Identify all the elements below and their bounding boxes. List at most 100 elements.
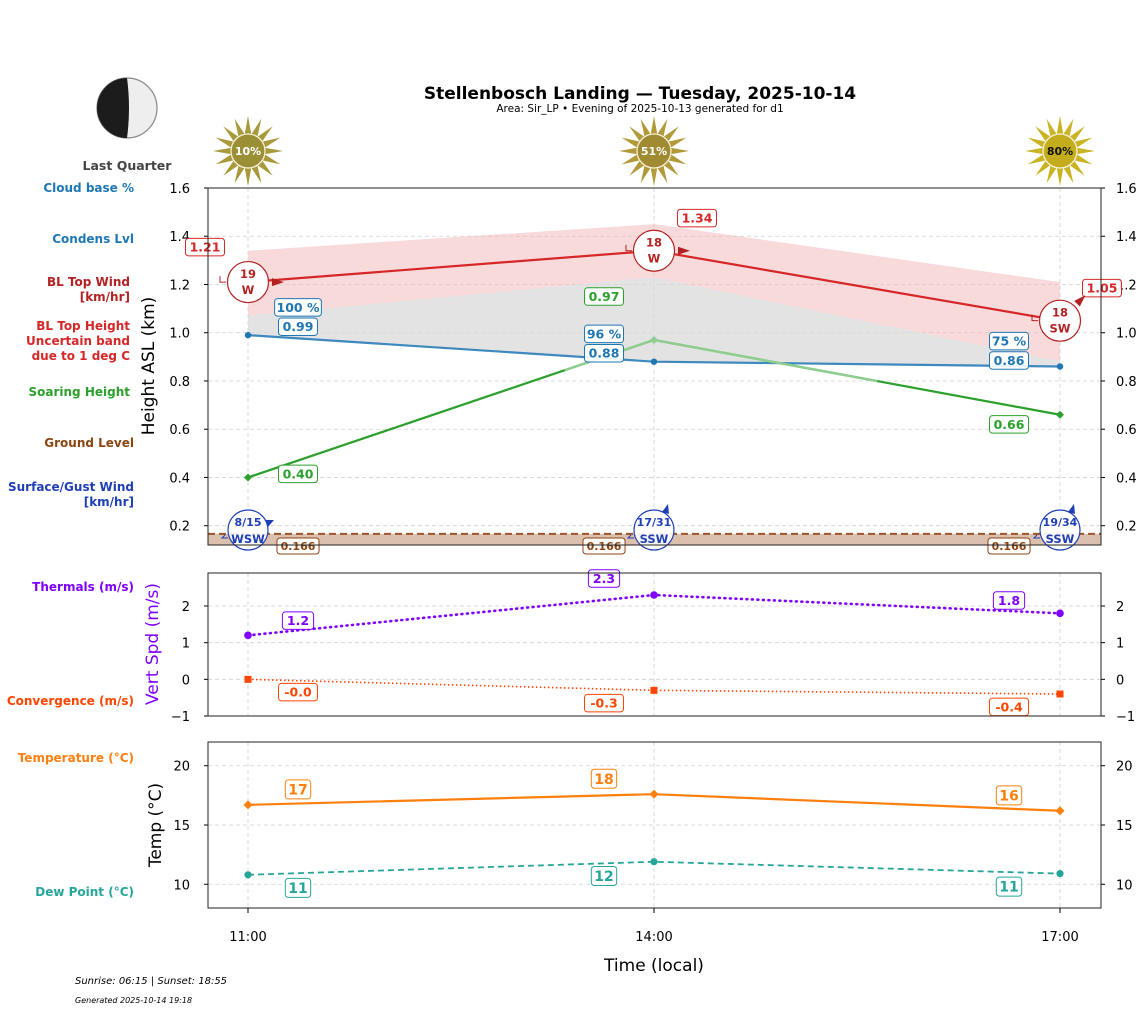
cloud-base-label: 75 % — [989, 331, 1029, 351]
surface-wind-marker: 19/34 SSW — [1032, 504, 1081, 551]
wind-circle — [1039, 509, 1081, 551]
soaring-label-box — [584, 287, 624, 306]
wind-barb-icon — [626, 534, 634, 539]
legend-thermals: Thermals (m/s) — [32, 580, 134, 594]
moon-icon — [96, 77, 158, 139]
thermals-point — [1056, 609, 1064, 618]
temperature-label-box — [995, 785, 1023, 806]
legend-dew-point: Dew Point (°C) — [35, 885, 134, 899]
cloud-base-label-box — [274, 298, 322, 317]
y-tick-label-right: 2 — [1116, 600, 1124, 615]
cloud-base-label-text: 100 % — [277, 300, 320, 315]
legend-bl-height-line3: due to 1 deg C — [32, 349, 131, 363]
wind-arrow-icon — [678, 246, 690, 255]
y-tick-label-left: 1.4 — [169, 230, 190, 245]
temperature-label: 16 — [995, 785, 1023, 806]
surface-wind-marker: 8/15 WSW — [220, 509, 274, 551]
ground-level-label-box — [987, 537, 1031, 555]
y-tick-label-left: 20 — [173, 760, 190, 775]
temperature-label: 18 — [590, 768, 618, 789]
y-tick-label-right: 20 — [1116, 760, 1133, 775]
ground-level-label: 0.166 — [987, 537, 1031, 555]
generated-timestamp: Generated 2025-10-14 19:18 — [75, 996, 192, 1005]
convergence-point — [1056, 690, 1064, 698]
y-tick-label-right: 0.6 — [1116, 423, 1137, 438]
temperature-label-text: 18 — [594, 772, 613, 788]
y-tick-label-left: 0.6 — [169, 423, 190, 438]
ground-level-label-text: 0.166 — [281, 540, 316, 553]
cloud-base-label-text: 75 % — [992, 334, 1027, 349]
y-tick-label-left: 0 — [182, 673, 190, 688]
cloud-base-label-box — [584, 324, 624, 344]
bl-height-label-text: 1.21 — [190, 240, 221, 255]
condens-label-text: 0.88 — [589, 346, 620, 361]
bl-wind-speed: 18 — [1052, 306, 1068, 320]
bl-height-label-text: 1.05 — [1087, 281, 1118, 296]
chart-subtitle: Area: Sir_LP • Evening of 2025-10-13 gen… — [496, 103, 783, 115]
thermals-label-text: 1.2 — [287, 613, 309, 628]
thermals-label: 1.8 — [992, 591, 1026, 610]
surface-wind-direction: SSW — [1046, 532, 1075, 546]
dewpoint-label: 12 — [590, 865, 618, 886]
cloud-layer-area — [248, 277, 1060, 367]
bl-wind-speed: 19 — [240, 267, 256, 281]
wind-arrow-icon — [272, 278, 284, 287]
bl-wind-direction: SW — [1050, 322, 1071, 336]
y-tick-label-right: −1 — [1116, 710, 1135, 725]
soaring-point — [650, 335, 658, 344]
y-tick-label-left: 0.8 — [169, 375, 190, 390]
ground-level-label-box — [582, 537, 626, 555]
condens-label-box — [989, 351, 1029, 370]
dewpoint-label-text: 12 — [594, 869, 613, 885]
x-axis-label: Time (local) — [603, 956, 704, 976]
convergence-label-text: -0.3 — [590, 696, 617, 711]
convergence-point — [650, 686, 658, 694]
y-axis-label-heights: Height ASL (km) — [139, 297, 159, 436]
cloud-base-label: 100 % — [274, 298, 322, 317]
dewpoint-label-box — [995, 876, 1023, 897]
sun-icon: 10% — [213, 116, 283, 186]
ground-level-label: 0.166 — [582, 537, 626, 555]
ground-level-label-box — [276, 537, 320, 555]
surface-wind-direction: WSW — [231, 532, 265, 546]
x-axis-ticks: 11:00 14:00 17:00 — [229, 908, 1079, 945]
soaring-point — [244, 473, 252, 482]
dewpoint-label-text: 11 — [288, 881, 307, 897]
convergence-line — [247, 678, 1061, 695]
dewpoint-label-box — [590, 865, 618, 886]
soaring-label-text: 0.66 — [994, 417, 1025, 432]
bl-height-label: 1.34 — [677, 208, 717, 228]
dewpoint-point — [650, 858, 658, 866]
cloud-base-label-text: 96 % — [587, 326, 622, 341]
soaring-label-text: 0.40 — [283, 466, 314, 481]
condens-label: 0.88 — [584, 343, 624, 363]
cloud-base-label-box — [989, 331, 1029, 351]
legend-bl-wind-line1: BL Top Wind — [47, 275, 130, 289]
bl-wind-speed: 18 — [646, 236, 662, 250]
condens-label-box — [584, 343, 624, 363]
thermals-label-box — [587, 569, 621, 588]
wind-circle — [1038, 299, 1082, 342]
legend-bl-wind-line2: [km/hr] — [80, 290, 130, 304]
legend-surface-wind-line1: Surface/Gust Wind — [8, 480, 134, 494]
wind-barb-icon — [220, 534, 228, 539]
wind-barb-icon — [1032, 534, 1040, 539]
bl-height-label-box — [1082, 278, 1122, 298]
wind-arrow-icon — [662, 504, 669, 514]
x-tick-label: 17:00 — [1041, 930, 1078, 945]
heights-panel: 0.2 0.20.4 0.40.6 0.60.8 0.81.0 1.01.2 1.21.4 1… — [169, 182, 1137, 555]
y-tick-label-right: 10 — [1116, 878, 1133, 893]
wind-arrow-icon — [1068, 504, 1075, 514]
bl-height-label-text: 1.34 — [682, 211, 713, 226]
temperature-label-text: 17 — [288, 782, 307, 798]
y-tick-label-right: 1.4 — [1116, 230, 1137, 245]
convergence-label: -0.0 — [278, 682, 318, 702]
thermals-label-box — [281, 611, 315, 630]
convergence-point — [244, 675, 252, 683]
legend-soaring-height: Soaring Height — [29, 385, 131, 399]
soaring-label-box — [278, 464, 318, 484]
y-tick-label-right: 1 — [1116, 637, 1124, 652]
dewpoint-label-box — [284, 877, 312, 898]
y-tick-label-left: 1.6 — [169, 182, 190, 197]
sun-percent-label: 51% — [641, 145, 667, 158]
